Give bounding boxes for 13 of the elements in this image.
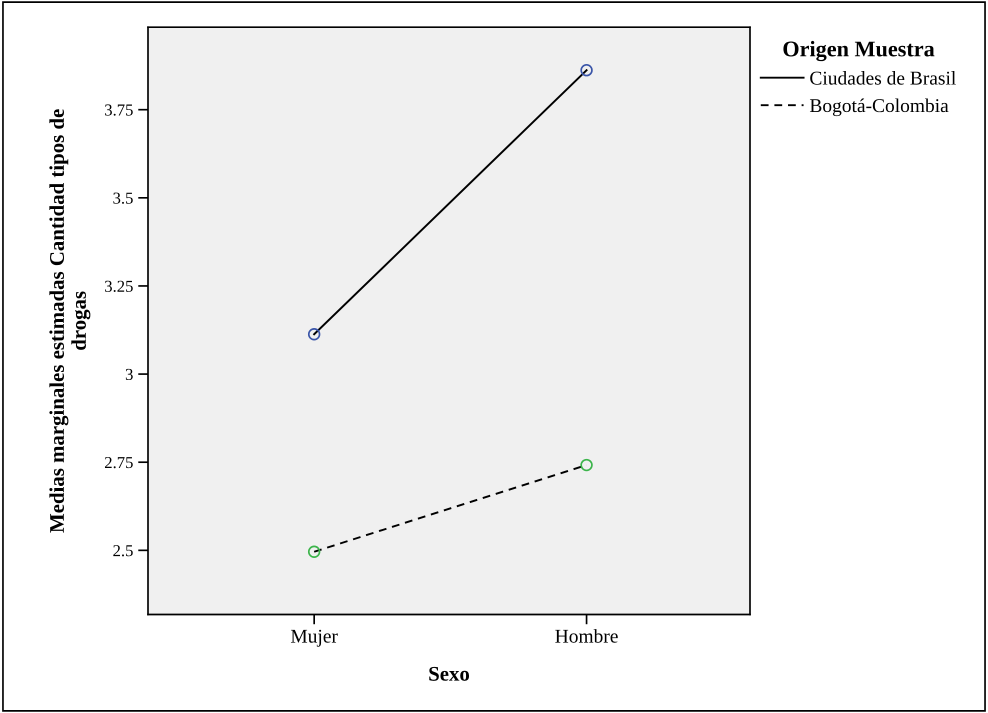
y-axis-title: Medias marginales estimadas Cantidad tipos de drogas bbox=[49, 109, 90, 533]
y-tick-label: 3.5 bbox=[113, 192, 133, 204]
x-axis-title: Sexo bbox=[429, 666, 470, 681]
x-tick-label: Hombre bbox=[555, 629, 618, 643]
y-tick-label: 2.75 bbox=[104, 456, 133, 468]
x-tick-label: Mujer bbox=[290, 630, 338, 647]
y-tick-label: 3 bbox=[126, 368, 133, 380]
legend-label: Bogotá-Colombia bbox=[810, 98, 948, 116]
legend-title: Origen Muestra bbox=[783, 40, 934, 62]
y-tick-label: 2.5 bbox=[113, 545, 133, 556]
y-tick-label: 3.75 bbox=[105, 104, 133, 116]
y-tick-label: 3.25 bbox=[105, 280, 133, 292]
legend-label: Ciudades de Brasil bbox=[810, 71, 956, 85]
